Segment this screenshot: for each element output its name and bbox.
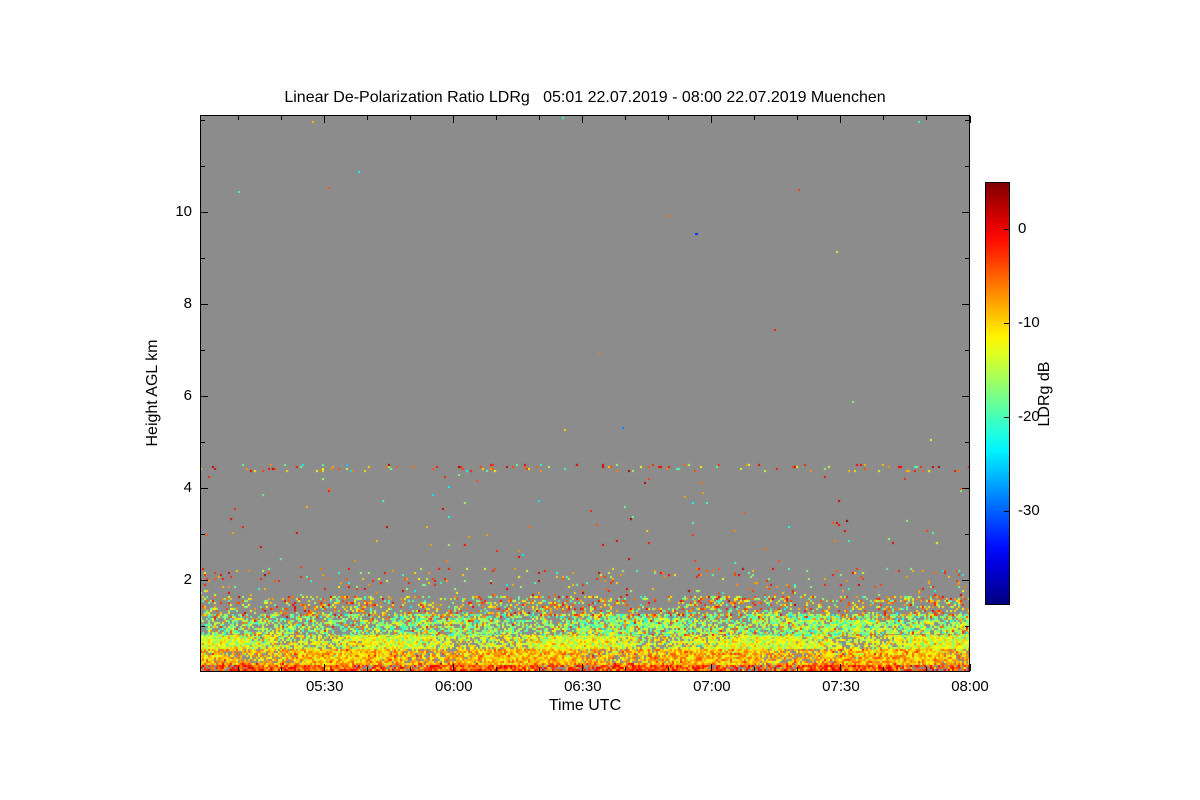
x-major-tick [969,664,971,671]
colorbar-tick-label: -30 [1018,502,1040,519]
x-major-tick-top [840,116,842,123]
colorbar-tick-label: 0 [1018,220,1027,237]
x-minor-tick-top [539,116,541,120]
x-tick-label: 07:30 [822,678,860,695]
y-major-tick [201,579,208,581]
y-minor-tick-right [965,349,969,351]
y-minor-tick [201,441,205,443]
x-minor-tick [410,667,412,671]
y-major-tick [201,487,208,489]
x-minor-tick [754,667,756,671]
y-major-tick-right [962,487,969,489]
x-minor-tick [926,667,928,671]
colorbar-tick [1004,416,1009,418]
y-minor-tick [201,165,205,167]
colorbar-tick-label: -20 [1018,408,1040,425]
x-tick-label: 06:00 [435,678,473,695]
chart-title: Linear De-Polarization Ratio LDRg 05:01 … [284,89,886,106]
x-major-tick-top [582,116,584,123]
x-minor-tick [238,667,240,671]
colorbar-tick [1004,228,1009,230]
y-major-tick-right [962,579,969,581]
x-major-tick [453,664,455,671]
y-major-tick-right [962,395,969,397]
x-major-tick-top [324,116,326,123]
colorbar-tick-label: -10 [1018,314,1040,331]
y-major-tick [201,395,208,397]
y-minor-tick-right [965,625,969,627]
y-tick-label: 4 [183,479,192,497]
x-axis-label: Time UTC [548,697,622,714]
x-minor-tick-top [668,116,670,120]
y-minor-tick [201,349,205,351]
y-minor-tick [201,119,205,121]
colorbar [985,182,1010,605]
x-minor-tick-top [797,116,799,120]
colorbar-tick [1004,322,1009,324]
y-major-tick-right [962,303,969,305]
x-major-tick-top [969,116,971,123]
y-minor-tick [201,625,205,627]
x-minor-tick [281,667,283,671]
x-minor-tick [625,667,627,671]
x-minor-tick-top [410,116,412,120]
x-minor-tick [367,667,369,671]
y-minor-tick-right [965,165,969,167]
colorbar-tick [1004,510,1009,512]
x-minor-tick-top [238,116,240,120]
y-major-tick-right [962,211,969,213]
x-tick-label: 08:00 [951,678,989,695]
y-tick-label: 6 [183,387,192,405]
x-major-tick-top [453,116,455,123]
x-major-tick [324,664,326,671]
y-major-tick [201,211,208,213]
y-tick-label: 8 [183,295,192,313]
x-major-tick [711,664,713,671]
x-major-tick [582,664,584,671]
x-minor-tick-top [625,116,627,120]
x-tick-label: 07:00 [693,678,731,695]
x-minor-tick-top [883,116,885,120]
x-minor-tick-top [281,116,283,120]
x-minor-tick [883,667,885,671]
x-tick-label: 05:30 [305,678,344,695]
x-minor-tick [797,667,799,671]
x-tick-label: 06:30 [564,678,602,695]
x-minor-tick-top [367,116,369,120]
x-minor-tick-top [496,116,498,120]
y-tick-label: 2 [183,571,192,588]
x-major-tick-top [711,116,713,123]
x-major-tick [840,664,842,671]
y-minor-tick [201,257,205,259]
x-minor-tick-top [754,116,756,120]
y-minor-tick-right [965,257,969,259]
y-major-tick [201,303,208,305]
x-minor-tick-top [926,116,928,120]
y-minor-tick [201,533,205,535]
x-minor-tick [668,667,670,671]
x-minor-tick [496,667,498,671]
heatmap-canvas [200,115,970,672]
y-minor-tick-right [965,119,969,121]
y-minor-tick-right [965,533,969,535]
y-minor-tick-right [965,441,969,443]
y-tick-label: 10 [175,203,192,221]
x-minor-tick [539,667,541,671]
